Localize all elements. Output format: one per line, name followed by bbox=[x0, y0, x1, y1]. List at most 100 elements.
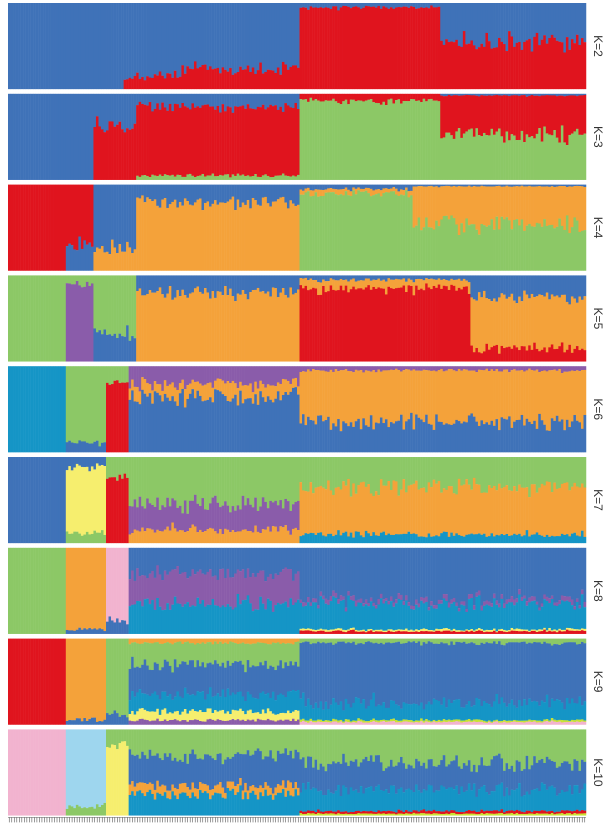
bar-segment bbox=[274, 721, 278, 725]
bar-segment bbox=[289, 275, 293, 288]
bar-segment bbox=[10, 547, 14, 634]
bar-segment bbox=[553, 95, 557, 131]
bar-segment bbox=[204, 104, 207, 177]
bar-segment bbox=[254, 721, 258, 725]
bar-segment bbox=[538, 372, 542, 415]
bar-segment bbox=[246, 660, 250, 692]
bar-segment bbox=[425, 704, 428, 720]
bar-segment bbox=[377, 287, 381, 362]
bar-segment bbox=[344, 607, 348, 612]
bar-segment bbox=[493, 95, 496, 135]
bar-segment bbox=[173, 297, 177, 362]
bar-segment bbox=[256, 531, 260, 544]
bar-segment bbox=[204, 721, 207, 725]
bar-segment bbox=[289, 366, 293, 385]
bar-segment bbox=[518, 184, 521, 187]
bar-segment bbox=[538, 96, 542, 129]
bar-segment bbox=[400, 3, 403, 8]
bar-segment bbox=[141, 195, 144, 271]
bar-segment bbox=[417, 638, 421, 642]
bar-segment bbox=[231, 196, 235, 271]
bar-segment bbox=[435, 604, 438, 609]
bar-segment bbox=[128, 388, 132, 401]
bar-segment bbox=[495, 366, 499, 370]
bar-segment bbox=[322, 366, 325, 371]
bar-segment bbox=[377, 423, 381, 453]
bar-segment bbox=[545, 457, 549, 482]
bar-segment bbox=[317, 189, 320, 197]
bar-segment bbox=[214, 93, 217, 110]
bar-segment bbox=[568, 536, 572, 544]
bar-segment bbox=[362, 629, 366, 632]
bar-segment bbox=[337, 419, 340, 453]
bar-segment bbox=[317, 184, 320, 190]
bar-segment bbox=[530, 136, 534, 180]
bar-segment bbox=[548, 430, 552, 453]
bar-segment bbox=[540, 370, 544, 421]
bar-segment bbox=[392, 718, 396, 722]
bar-segment bbox=[68, 457, 72, 467]
bar-segment bbox=[374, 629, 378, 632]
bar-segment bbox=[344, 630, 348, 633]
bar-segment bbox=[289, 184, 293, 201]
bar-segment bbox=[462, 31, 466, 90]
bar-segment bbox=[505, 603, 509, 631]
bar-segment bbox=[249, 603, 253, 634]
bar-segment bbox=[465, 721, 469, 725]
bar-segment bbox=[143, 531, 147, 544]
bar-segment bbox=[422, 597, 426, 604]
bar-segment bbox=[462, 601, 466, 606]
bar-segment bbox=[312, 493, 315, 534]
bar-segment bbox=[457, 630, 461, 633]
bar-segment bbox=[324, 457, 328, 490]
bar-segment bbox=[349, 643, 353, 708]
bar-segment bbox=[309, 6, 313, 90]
bar-segment bbox=[367, 721, 371, 723]
bar-segment bbox=[397, 641, 401, 706]
bar-segment bbox=[364, 187, 368, 191]
bar-segment bbox=[314, 192, 318, 271]
bar-segment bbox=[148, 669, 152, 697]
bar-segment bbox=[126, 3, 129, 80]
bar-segment bbox=[299, 721, 303, 725]
bar-segment bbox=[198, 107, 202, 176]
bar-segment bbox=[389, 98, 393, 180]
bar-segment bbox=[410, 279, 413, 287]
bar-segment bbox=[493, 345, 496, 362]
bar-segment bbox=[558, 547, 562, 601]
bar-segment bbox=[226, 688, 230, 712]
bar-segment bbox=[490, 184, 494, 187]
bar-segment bbox=[457, 642, 461, 700]
bar-segment bbox=[550, 184, 554, 187]
bar-segment bbox=[389, 3, 393, 8]
bar-segment bbox=[545, 292, 549, 353]
bar-segment bbox=[261, 93, 265, 105]
bar-segment bbox=[450, 278, 454, 285]
bar-segment bbox=[23, 275, 26, 362]
bar-segment bbox=[349, 8, 353, 90]
bar-segment bbox=[435, 371, 438, 415]
bar-segment bbox=[156, 597, 160, 634]
bar-segment bbox=[447, 132, 451, 180]
bar-segment bbox=[558, 366, 562, 370]
bar-segment bbox=[156, 547, 160, 566]
bar-segment bbox=[508, 457, 511, 491]
bar-segment bbox=[349, 93, 353, 100]
bar-segment bbox=[334, 721, 338, 725]
bar-segment bbox=[490, 48, 494, 90]
bar-segment bbox=[369, 601, 373, 630]
bar-segment bbox=[455, 533, 459, 544]
bar-segment bbox=[487, 601, 491, 606]
bar-segment bbox=[372, 184, 376, 191]
bar-segment bbox=[201, 105, 205, 175]
bar-segment bbox=[123, 714, 127, 725]
bar-segment bbox=[324, 292, 328, 362]
bar-segment bbox=[397, 547, 401, 594]
bar-segment bbox=[545, 534, 549, 544]
bar-segment bbox=[229, 93, 232, 108]
bar-segment bbox=[276, 366, 280, 383]
bar-segment bbox=[558, 630, 562, 634]
bar-segment bbox=[528, 630, 531, 633]
bar-segment bbox=[168, 665, 172, 695]
bar-segment bbox=[18, 457, 21, 544]
